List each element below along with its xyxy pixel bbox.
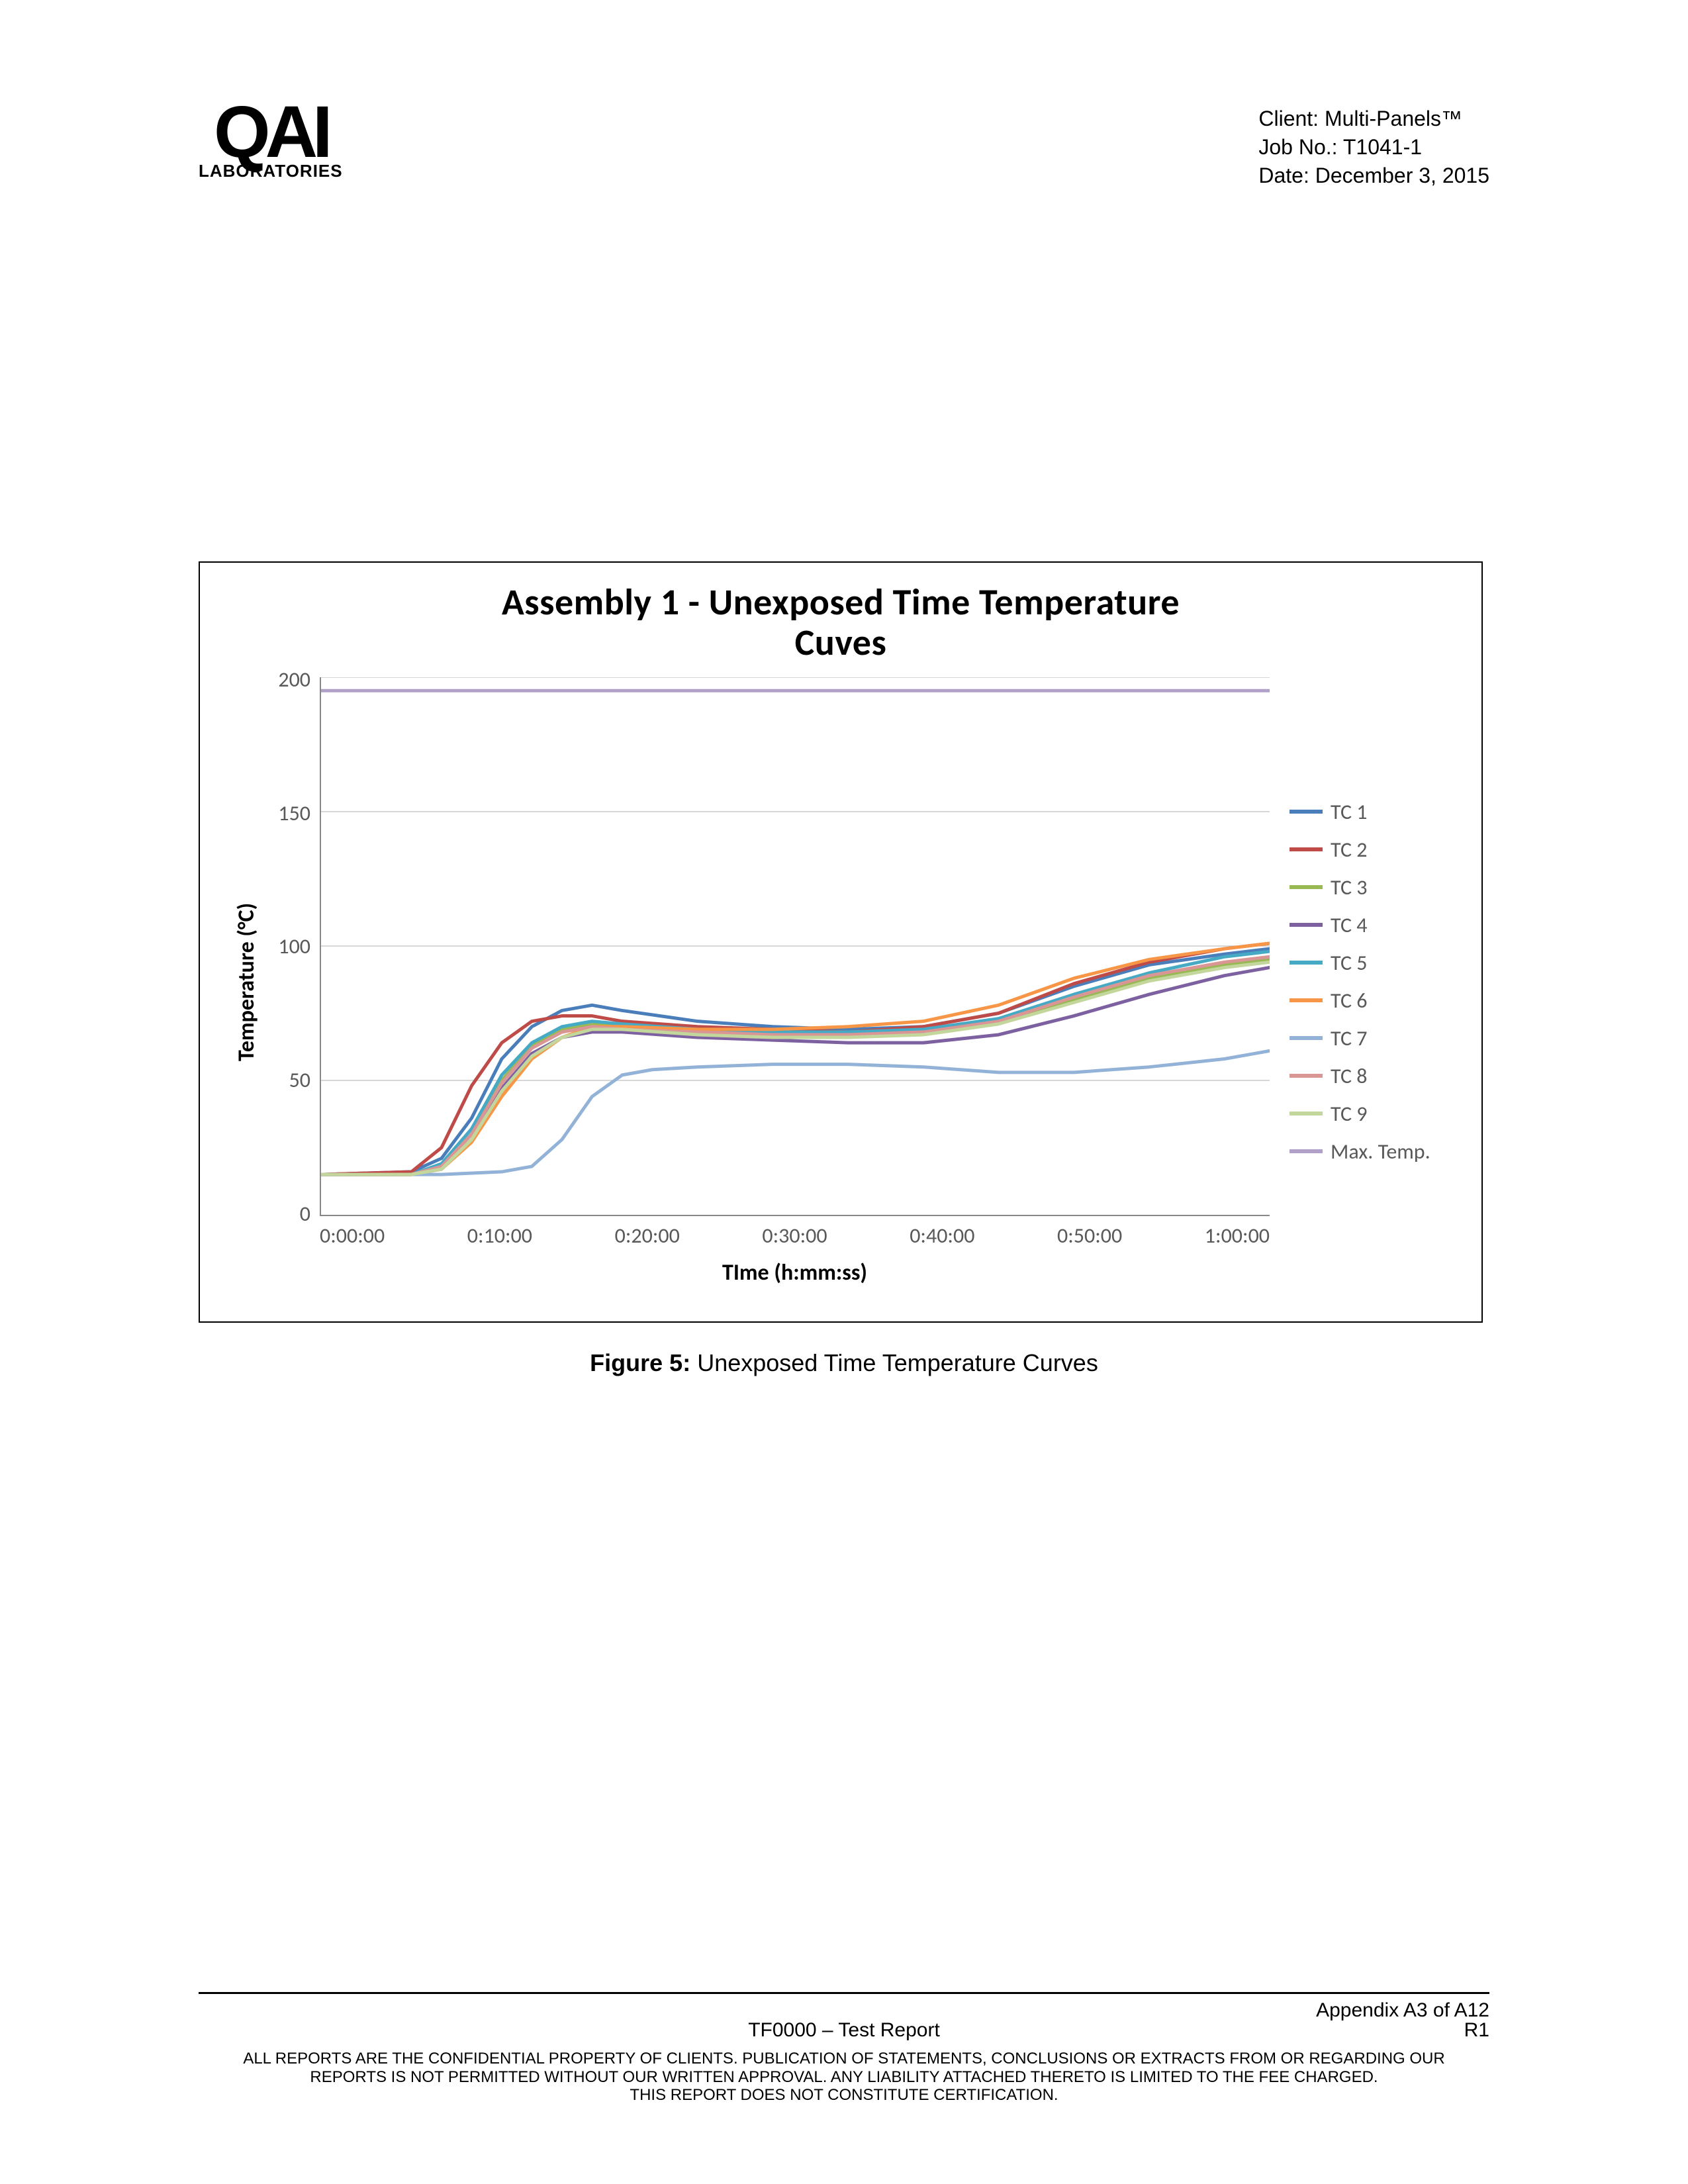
client-info-block: Client: Multi-Panels™ Job No.: T1041-1 D…: [1258, 99, 1489, 191]
page-footer: Appendix A3 of A12 TF0000 – Test Report …: [199, 1992, 1489, 2105]
y-ticks: 200 150 100 50 0: [267, 667, 320, 1227]
x-tick: 0:50:00: [1057, 1223, 1122, 1249]
chart-title: Assembly 1 - Unexposed Time Temperature …: [226, 583, 1455, 664]
legend-label: TC 9: [1331, 1101, 1367, 1127]
caption-text: Unexposed Time Temperature Curves: [697, 1349, 1098, 1376]
legend-label: TC 3: [1331, 875, 1367, 900]
job-label: Job No.:: [1258, 135, 1342, 159]
legend-swatch: [1289, 961, 1323, 965]
date-label: Date:: [1258, 164, 1315, 187]
legend-item: TC 3: [1289, 875, 1455, 900]
chart-title-line2: Cuves: [795, 620, 887, 665]
legend-item: TC 9: [1289, 1101, 1455, 1127]
date-line: Date: December 3, 2015: [1258, 162, 1489, 190]
y-tick: 200: [267, 667, 310, 692]
logo-main: QAI: [214, 99, 328, 165]
y-tick: 100: [267, 933, 310, 959]
plot-wrap: 200150100500 0:00:000:10:000:20:000:30:0…: [267, 677, 1270, 1286]
x-tick: 1:00:00: [1205, 1223, 1270, 1249]
page-header: QAI LABORATORIES Client: Multi-Panels™ J…: [199, 99, 1489, 191]
legend-label: TC 8: [1331, 1063, 1367, 1089]
footer-rule: [199, 1992, 1489, 1994]
legend-item: TC 7: [1289, 1025, 1455, 1051]
chart-frame: Assembly 1 - Unexposed Time Temperature …: [199, 561, 1483, 1323]
legend-label: TC 4: [1331, 912, 1367, 938]
legend-swatch: [1289, 1036, 1323, 1040]
client-line: Client: Multi-Panels™: [1258, 105, 1489, 133]
legend-label: TC 6: [1331, 988, 1367, 1014]
x-ticks: 0:00:00 0:10:00 0:20:00 0:30:00 0:40:00 0:50:…: [320, 1223, 1270, 1249]
legend-item: TC 6: [1289, 988, 1455, 1014]
footer-disclaimer: ALL REPORTS ARE THE CONFIDENTIAL PROPERT…: [199, 2050, 1489, 2105]
legend-item: TC 4: [1289, 912, 1455, 938]
legend-item: TC 1: [1289, 799, 1455, 825]
legend-swatch: [1289, 1112, 1323, 1116]
footer-grid: Appendix A3 of A12 TF0000 – Test Report …: [199, 1999, 1489, 2046]
x-axis-label: TIme (h:mm:ss): [320, 1259, 1270, 1286]
legend-swatch: [1289, 1149, 1323, 1153]
legend-swatch: [1289, 810, 1323, 814]
legend-label: TC 1: [1331, 799, 1367, 825]
legend-item: TC 5: [1289, 950, 1455, 976]
legend-swatch: [1289, 998, 1323, 1002]
y-tick: 150: [267, 800, 310, 826]
chart-body: Temperature (°C) 200150100500 0:00:000:1…: [226, 677, 1455, 1286]
client-label: Client:: [1258, 107, 1325, 130]
disclaimer-l2: REPORTS IS NOT PERMITTED WITHOUT OUR WRI…: [199, 2068, 1489, 2087]
x-tick: 0:40:00: [910, 1223, 974, 1249]
disclaimer-l1: ALL REPORTS ARE THE CONFIDENTIAL PROPERT…: [199, 2050, 1489, 2068]
client-value: Multi-Panels™: [1325, 107, 1462, 130]
logo: QAI LABORATORIES: [199, 99, 343, 181]
y-tick: 50: [267, 1067, 310, 1093]
y-tick: 0: [267, 1201, 310, 1227]
legend-item: TC 8: [1289, 1063, 1455, 1089]
x-tick: 0:20:00: [615, 1223, 680, 1249]
legend: TC 1 TC 2 TC 3 TC 4 TC 5 TC 6 TC 7 TC 8 TC 9 Max.…: [1270, 677, 1455, 1286]
legend-label: TC 2: [1331, 837, 1367, 863]
x-tick: 0:30:00: [762, 1223, 827, 1249]
report-page: QAI LABORATORIES Client: Multi-Panels™ J…: [0, 0, 1688, 2184]
job-value: T1041-1: [1343, 135, 1422, 159]
plot-svg: [321, 677, 1270, 1215]
date-value: December 3, 2015: [1315, 164, 1489, 187]
legend-label: TC 7: [1331, 1025, 1367, 1051]
caption-label: Figure 5:: [590, 1349, 697, 1376]
chart-title-line1: Assembly 1 - Unexposed Time Temperature: [502, 580, 1180, 625]
legend-swatch: [1289, 885, 1323, 889]
legend-label: TC 5: [1331, 950, 1367, 976]
figure-caption: Figure 5: Unexposed Time Temperature Cur…: [199, 1349, 1489, 1377]
job-line: Job No.: T1041-1: [1258, 133, 1489, 162]
footer-center: TF0000 – Test Report: [199, 2019, 1489, 2042]
plot-row: 200150100500: [267, 677, 1270, 1216]
footer-appendix: Appendix A3 of A12: [1316, 1999, 1489, 2022]
legend-label: Max. Temp.: [1331, 1139, 1430, 1164]
y-axis-label: Temperature (°C): [226, 677, 267, 1286]
disclaimer-l3: THIS REPORT DOES NOT CONSTITUTE CERTIFIC…: [199, 2086, 1489, 2105]
x-tick: 0:00:00: [320, 1223, 385, 1249]
legend-swatch: [1289, 1074, 1323, 1078]
legend-swatch: [1289, 847, 1323, 851]
series-line: [321, 1051, 1270, 1174]
legend-item: Max. Temp.: [1289, 1139, 1455, 1164]
legend-item: TC 2: [1289, 837, 1455, 863]
logo-sub: LABORATORIES: [199, 161, 343, 181]
legend-swatch: [1289, 923, 1323, 927]
plot-area: [320, 677, 1270, 1216]
x-tick: 0:10:00: [467, 1223, 532, 1249]
footer-rev: R1: [1464, 2019, 1489, 2042]
